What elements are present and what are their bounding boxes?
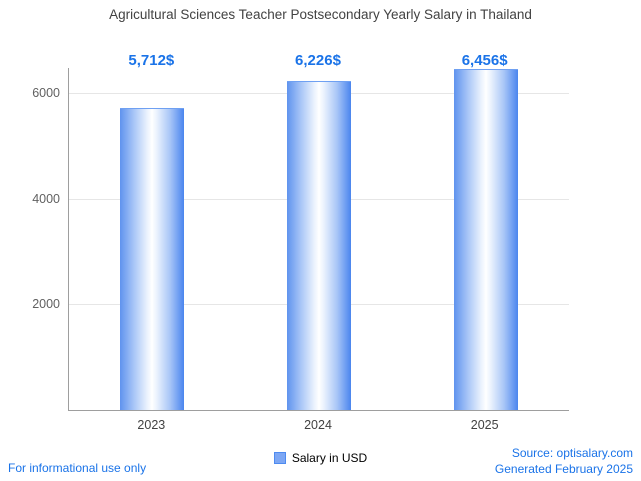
xtick-label-2025: 2025	[470, 418, 499, 432]
ytick-label-2000: 2000	[32, 296, 60, 311]
chart-title: Agricultural Sciences Teacher Postsecond…	[109, 7, 532, 22]
plot-area	[68, 68, 569, 411]
source-link[interactable]: Source: optisalary.com	[511, 446, 633, 460]
bar-2023	[120, 108, 185, 410]
chart-legend: Salary in USD	[0, 451, 641, 465]
bar-value-label-2025: 6,456$	[461, 52, 508, 69]
legend-marker-icon	[273, 452, 286, 464]
bar-value-label-2023: 5,712$	[128, 52, 175, 69]
bar-2024	[287, 81, 351, 410]
generated-date: Generated February 2025	[494, 462, 633, 476]
xtick-label-2024: 2024	[304, 418, 332, 432]
informational-note: For informational use only	[8, 461, 147, 475]
bar-value-label-2024: 6,226$	[295, 52, 341, 69]
xtick-label-2023: 2023	[137, 418, 166, 432]
legend-label: Salary in USD	[291, 451, 368, 465]
bar-2025	[453, 69, 518, 410]
ytick-label-4000: 4000	[32, 191, 60, 206]
ytick-label-6000: 6000	[32, 86, 60, 101]
source-block: Source: optisalary.com Generated Februar…	[495, 445, 633, 477]
